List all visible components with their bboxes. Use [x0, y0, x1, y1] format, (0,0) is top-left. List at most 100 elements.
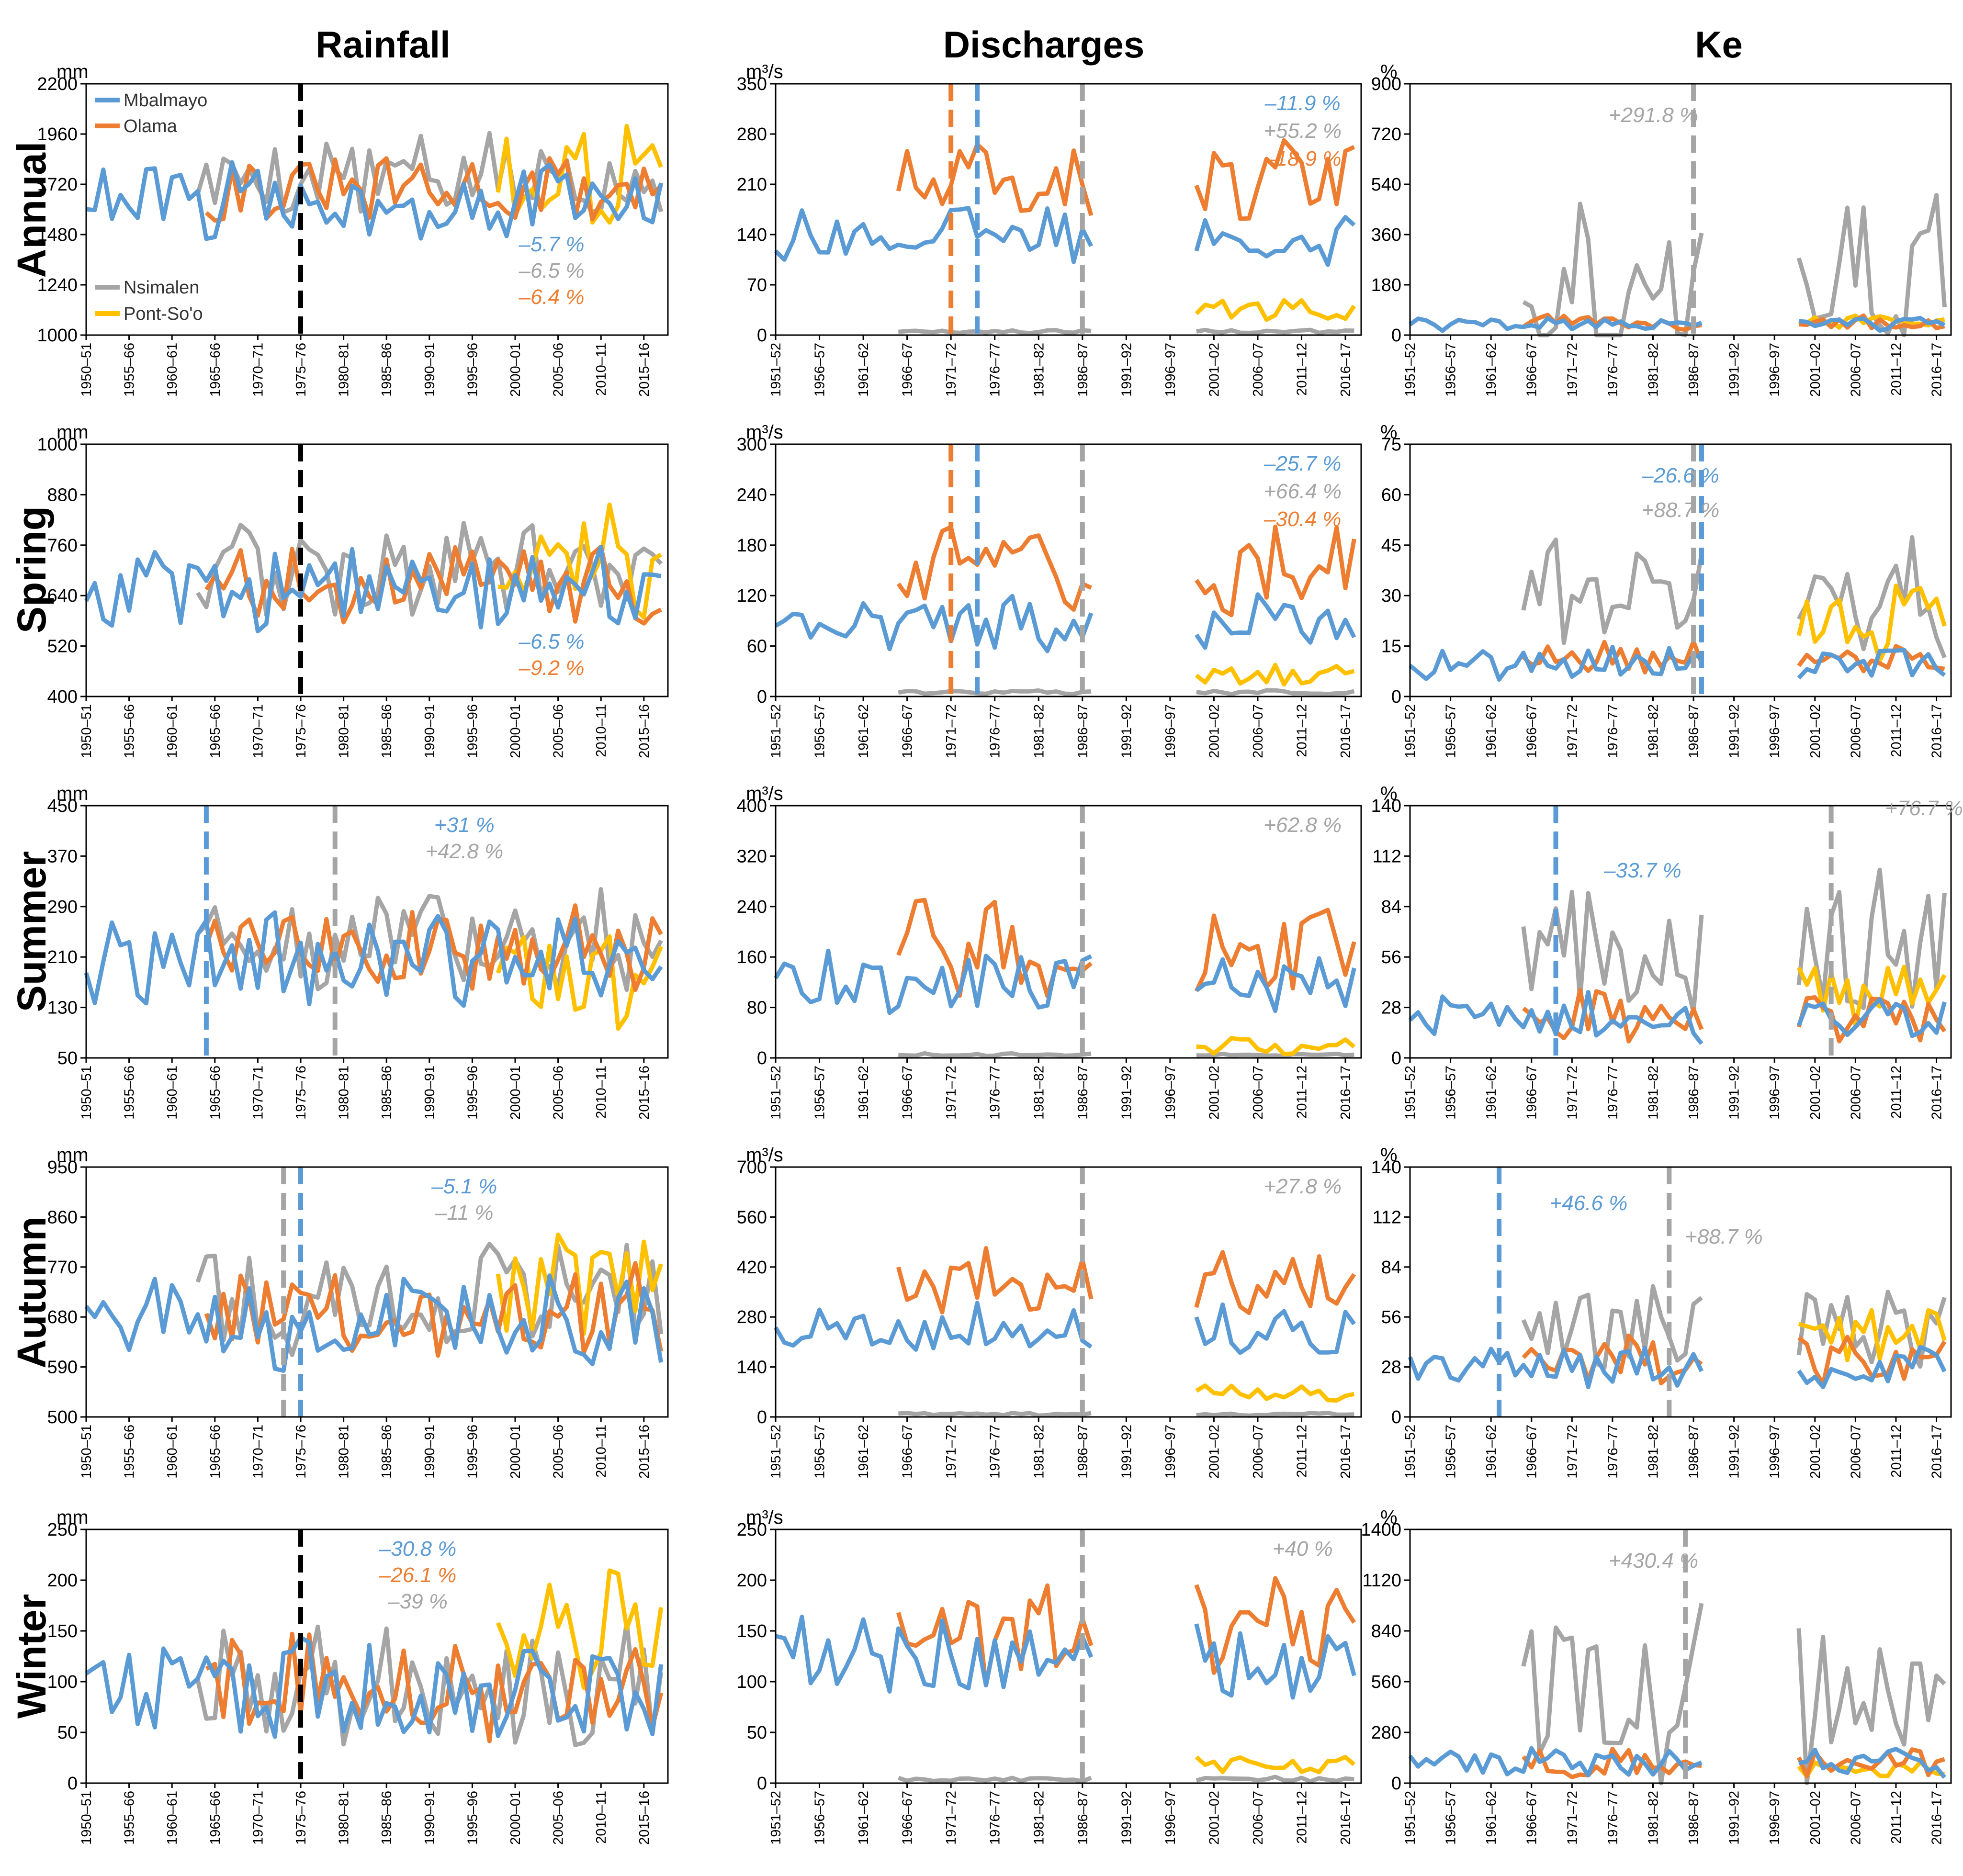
- x-tick-label: 1970–71: [250, 1791, 266, 1845]
- panel-spring-ke: % 0 15 30 45 60 75 1951–52 1956–57 1961–62 1966–67…: [1380, 422, 1952, 758]
- x-tick-label: 1956–57: [1444, 1066, 1459, 1120]
- change-annotation: +55.2 %: [1264, 119, 1342, 143]
- y-tick-label: 0: [1391, 1774, 1401, 1794]
- panel-summer-discharges: m³/s 0 80 160 240 320 400 1951–52 1956–57 1961–62…: [737, 783, 1362, 1120]
- unit-label: %: [1380, 783, 1398, 804]
- x-tick-label: 1991–92: [1727, 1066, 1742, 1120]
- y-tick-label: 1000: [37, 326, 78, 346]
- y-tick-label: 56: [1381, 1307, 1401, 1327]
- y-tick-label: 640: [47, 586, 78, 606]
- series-line-pontsoo: [1195, 298, 1356, 322]
- y-tick-label: 0: [757, 326, 767, 346]
- legend-item-pontsoo: Pont-So'o: [95, 304, 203, 324]
- y-tick-label: 50: [57, 1048, 78, 1068]
- x-tick-label: 1951–52: [768, 704, 784, 758]
- x-tick-label: 1980–81: [337, 343, 352, 397]
- x-tick-label: 2005–06: [551, 1425, 566, 1479]
- change-annotation: +31 %: [434, 813, 495, 837]
- x-tick-label: 1961–62: [1484, 343, 1499, 397]
- change-annotation: –6.5 %: [519, 630, 585, 653]
- y-tick-label: 400: [47, 687, 78, 707]
- y-tick-label: 520: [47, 637, 78, 657]
- y-tick-label: 400: [737, 796, 767, 816]
- x-tick-label: 1991–92: [1727, 1791, 1742, 1845]
- legend-label: Olama: [124, 116, 178, 136]
- x-tick-label: 2001–02: [1207, 343, 1222, 397]
- y-tick-label: 45: [1381, 536, 1401, 556]
- x-tick-label: 1981–82: [1031, 1791, 1047, 1845]
- x-tick-label: 1950–51: [79, 704, 94, 758]
- x-tick-label: 2001–02: [1207, 704, 1222, 758]
- x-tick-label: 1981–82: [1646, 1791, 1661, 1845]
- x-tick-label: 1951–52: [768, 1791, 784, 1845]
- x-tick-label: 2001–02: [1808, 1791, 1823, 1845]
- plot-frame: [775, 1166, 1362, 1418]
- x-tick-label: 1990–91: [422, 1066, 438, 1120]
- series-line-pontsoo: [1796, 584, 1947, 663]
- x-tick-label: 1976–77: [1605, 1425, 1621, 1479]
- x-tick-label: 1985–86: [379, 1066, 395, 1120]
- unit-label: %: [1380, 1145, 1398, 1166]
- unit-label: m³/s: [746, 1507, 783, 1528]
- x-tick-label: 1996–97: [1767, 1791, 1782, 1845]
- panel-autumn-ke: % 0 28 56 84 112 140 1951–52 1956–57 1961–62 1966–…: [1371, 1145, 1952, 1479]
- y-tick-label: 200: [47, 1571, 78, 1591]
- y-tick-label: 0: [757, 1048, 767, 1068]
- x-tick-label: 2001–02: [1808, 343, 1823, 397]
- x-tick-label: 1951–52: [1403, 1425, 1418, 1479]
- x-tick-label: 1970–71: [250, 1425, 266, 1479]
- x-tick-label: 1996–97: [1163, 1791, 1178, 1845]
- x-tick-label: 2000–01: [508, 1066, 523, 1120]
- change-annotation: –26.1 %: [379, 1563, 456, 1587]
- x-tick-label: 2015–16: [637, 704, 652, 758]
- series-line-pontsoo: [1195, 1383, 1355, 1403]
- y-tick-label: 900: [1371, 74, 1401, 94]
- row-title-annual: Annual: [9, 142, 54, 278]
- row-title-spring: Spring: [9, 506, 54, 633]
- x-tick-label: 2016–17: [1338, 704, 1354, 758]
- x-tick-label: 1995–96: [465, 704, 480, 758]
- x-tick-label: 1991–92: [1119, 343, 1134, 397]
- x-tick-label: 1986–87: [1075, 1791, 1091, 1845]
- unit-label: %: [1380, 422, 1398, 443]
- panel-annual-discharges: m³/s 0 70 140 210 280 350 1951–52 1956–57 1961–62…: [737, 61, 1362, 397]
- change-annotation: +46.6 %: [1550, 1191, 1628, 1215]
- x-tick-label: 1981–82: [1031, 704, 1047, 758]
- x-tick-label: 1975–76: [293, 1425, 309, 1479]
- column-title-ke: Ke: [1695, 23, 1743, 66]
- series-line-mbalmayo: [1408, 1345, 1947, 1389]
- x-tick-label: 1955–66: [122, 1791, 137, 1845]
- unit-label: mm: [56, 422, 89, 443]
- x-tick-label: 1975–76: [293, 343, 309, 397]
- x-tick-label: 1980–81: [337, 1066, 352, 1120]
- x-tick-label: 1960–61: [165, 1791, 180, 1845]
- panel-spring-discharges: m³/s 0 60 120 180 240 300 1951–52 1956–57 1961–62…: [737, 422, 1362, 758]
- series-line-olama: [1522, 1747, 1945, 1779]
- change-annotation: –30.4 %: [1264, 507, 1341, 531]
- x-tick-label: 1966–67: [1524, 1791, 1540, 1845]
- unit-label: mm: [56, 61, 89, 82]
- x-tick-label: 1991–92: [1727, 704, 1742, 758]
- series-line-mbalmayo: [86, 160, 664, 241]
- x-tick-label: 2006–07: [1251, 343, 1266, 397]
- plot-frame: [775, 443, 1362, 697]
- change-annotation: +291.8 %: [1609, 103, 1698, 127]
- x-tick-label: 1996–97: [1163, 343, 1178, 397]
- x-tick-label: 1980–81: [337, 704, 352, 758]
- y-tick-label: 1400: [1361, 1520, 1401, 1540]
- plot-frame: [1409, 1166, 1952, 1418]
- series-line-pontsoo: [496, 1568, 664, 1690]
- y-tick-label: 2200: [37, 74, 78, 94]
- y-tick-label: 150: [737, 1621, 767, 1641]
- y-tick-label: 80: [747, 998, 767, 1018]
- x-tick-label: 1976–77: [988, 343, 1003, 397]
- y-tick-label: 140: [737, 225, 767, 245]
- x-tick-label: 2006–07: [1848, 1791, 1863, 1845]
- x-tick-label: 2001–02: [1207, 1066, 1222, 1120]
- x-tick-label: 2011–12: [1889, 1425, 1904, 1478]
- x-tick-label: 1960–61: [165, 704, 180, 758]
- x-tick-label: 1971–72: [1565, 704, 1580, 758]
- change-annotation: –6.4 %: [519, 285, 585, 309]
- change-annotation: +27.8 %: [1264, 1175, 1342, 1198]
- unit-label: mm: [56, 1145, 89, 1166]
